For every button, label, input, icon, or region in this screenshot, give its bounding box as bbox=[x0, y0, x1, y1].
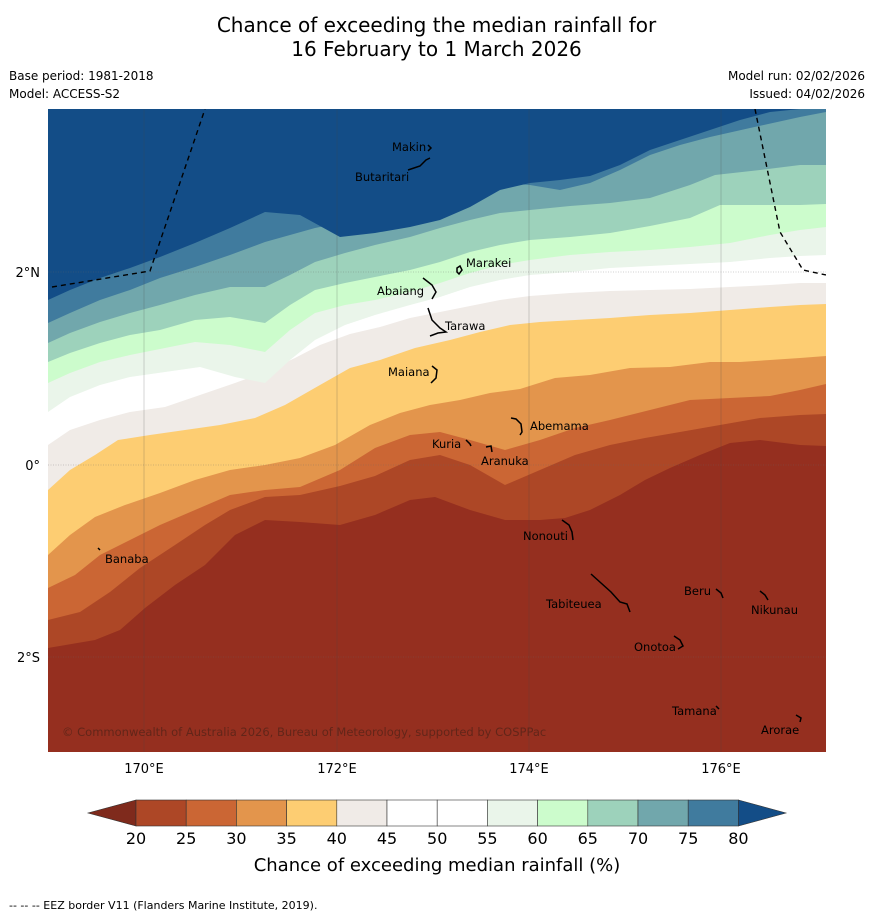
lon-label: 176°E bbox=[701, 762, 741, 777]
eez-border bbox=[51, 109, 826, 288]
colorbar-tick-label: 55 bbox=[477, 829, 497, 848]
lat-label: 2°S bbox=[17, 651, 40, 666]
colorbar-segment bbox=[386, 799, 438, 827]
map-field: Makin Butaritari Marakei Abaiang Tarawa … bbox=[48, 109, 826, 752]
meta-left: Base period: 1981-2018 Model: ACCESS-S2 bbox=[9, 67, 154, 103]
colorbar-tick-label: 50 bbox=[427, 829, 447, 848]
island-aranuka bbox=[485, 445, 493, 453]
island-tamana bbox=[715, 705, 720, 710]
meta-right: Model run: 02/02/2026 Issued: 04/02/2026 bbox=[728, 67, 865, 103]
lon-label: 174°E bbox=[509, 762, 549, 777]
place-label: Abemama bbox=[530, 419, 589, 433]
copyright-text: © Commonwealth of Australia 2026, Bureau… bbox=[62, 725, 546, 739]
colorbar-segment bbox=[687, 799, 739, 827]
colorbar-segment bbox=[637, 799, 689, 827]
place-label: Tamana bbox=[671, 704, 717, 718]
lon-label: 172°E bbox=[317, 762, 357, 777]
place-label: Abaiang bbox=[377, 284, 424, 298]
colorbar-over-arrow bbox=[738, 799, 788, 827]
place-label: Beru bbox=[684, 584, 711, 598]
eez-footnote: -- -- -- EEZ border V11 (Flanders Marine… bbox=[9, 899, 318, 912]
colorbar-tick-label: 25 bbox=[176, 829, 196, 848]
island-abaiang bbox=[422, 277, 437, 300]
place-label: Aranuka bbox=[481, 454, 529, 468]
colorbar bbox=[86, 799, 788, 827]
colorbar-segment bbox=[537, 799, 589, 827]
place-label: Banaba bbox=[105, 552, 149, 566]
chart-title-line2: 16 February to 1 March 2026 bbox=[291, 37, 582, 61]
model-text: Model: ACCESS-S2 bbox=[9, 87, 121, 101]
colorbar-tick-label: 60 bbox=[527, 829, 547, 848]
band-above-80 bbox=[48, 109, 800, 300]
island-nikunau bbox=[759, 590, 769, 601]
colorbar-tick-label: 40 bbox=[327, 829, 347, 848]
place-label: Butaritari bbox=[355, 170, 409, 184]
island-maiana bbox=[430, 365, 438, 384]
island-onotoa bbox=[673, 635, 684, 650]
model-run-text: Model run: 02/02/2026 bbox=[727, 69, 865, 83]
colorbar-segment bbox=[236, 799, 287, 827]
latitude-lines bbox=[48, 271, 826, 658]
base-period-text: Base period: 1981-2018 bbox=[9, 69, 154, 83]
island-tabiteuea bbox=[590, 573, 631, 613]
place-label: Nikunau bbox=[751, 603, 798, 617]
colorbar-ticks: 20 25 30 35 40 45 50 55 60 65 70 75 80 bbox=[126, 829, 749, 848]
lon-axis-labels: 170°E 172°E 174°E 176°E bbox=[124, 762, 741, 777]
grid-lines bbox=[143, 109, 722, 752]
island-outlines bbox=[97, 144, 802, 723]
place-label: Maiana bbox=[388, 365, 430, 379]
place-label: Tarawa bbox=[444, 319, 485, 333]
colorbar-tick-label: 80 bbox=[728, 829, 748, 848]
island-tarawa bbox=[427, 307, 449, 337]
place-label: Marakei bbox=[466, 256, 511, 270]
place-label: Tabiteuea bbox=[545, 597, 602, 611]
lon-label: 170°E bbox=[124, 762, 164, 777]
lat-label: 0° bbox=[25, 459, 40, 474]
place-label: Onotoa bbox=[634, 640, 676, 654]
colorbar-tick-label: 35 bbox=[276, 829, 296, 848]
colorbar-tick-label: 70 bbox=[628, 829, 648, 848]
colorbar-segment bbox=[336, 799, 388, 827]
colorbar-segment bbox=[135, 799, 187, 827]
place-label: Arorae bbox=[761, 723, 799, 737]
island-makin bbox=[427, 144, 433, 152]
lat-label: 2°N bbox=[16, 266, 41, 281]
chart-title-line1: Chance of exceeding the median rainfall … bbox=[216, 13, 657, 37]
island-banaba bbox=[97, 547, 101, 551]
island-butaritari bbox=[407, 157, 431, 171]
island-kuria bbox=[465, 439, 472, 447]
colorbar-segment bbox=[487, 799, 538, 827]
island-abemama bbox=[510, 417, 523, 436]
place-label: Nonouti bbox=[523, 529, 568, 543]
colorbar-tick-label: 30 bbox=[226, 829, 246, 848]
island-arorae bbox=[795, 714, 802, 723]
colorbar-segment bbox=[436, 799, 488, 827]
place-label: Makin bbox=[392, 140, 426, 154]
lat-axis-labels: 2°N 0° 2°S bbox=[16, 266, 41, 666]
island-nonouti bbox=[561, 519, 574, 541]
place-label: Kuria bbox=[432, 437, 461, 451]
colorbar-title: Chance of exceeding median rainfall (%) bbox=[254, 855, 621, 876]
colorbar-tick-label: 75 bbox=[678, 829, 698, 848]
issued-text: Issued: 04/02/2026 bbox=[749, 87, 865, 101]
colorbar-tick-label: 65 bbox=[578, 829, 598, 848]
colorbar-segment bbox=[185, 799, 237, 827]
place-labels: Makin Butaritari Marakei Abaiang Tarawa … bbox=[105, 140, 799, 737]
island-beru bbox=[715, 588, 724, 599]
colorbar-tick-label: 45 bbox=[377, 829, 397, 848]
colorbar-segment bbox=[587, 799, 639, 827]
colorbar-under-arrow bbox=[86, 799, 137, 827]
colorbar-segment bbox=[286, 799, 338, 827]
island-marakei bbox=[456, 264, 463, 276]
colorbar-tick-label: 20 bbox=[126, 829, 146, 848]
